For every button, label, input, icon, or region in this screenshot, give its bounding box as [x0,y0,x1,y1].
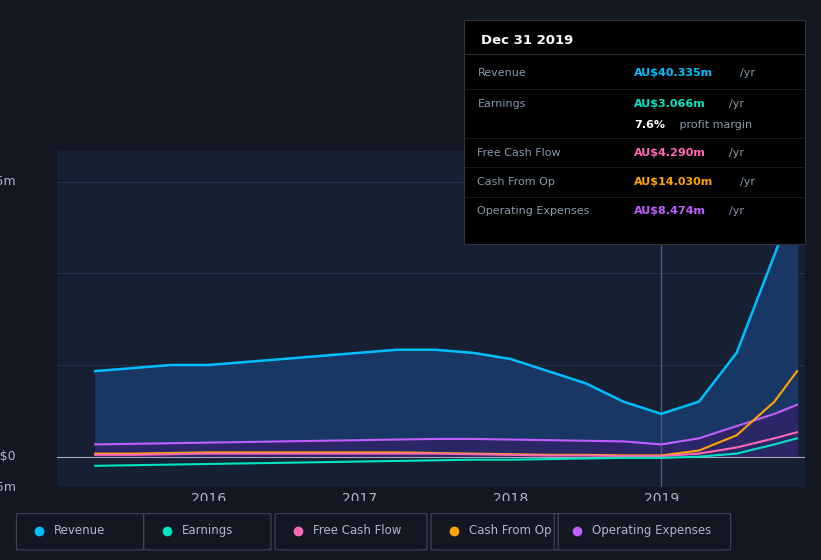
Text: AU$45m: AU$45m [0,175,16,188]
Text: Cash From Op: Cash From Op [478,177,555,187]
Text: /yr: /yr [729,99,745,109]
Text: /yr: /yr [729,206,745,216]
Text: /yr: /yr [740,68,754,78]
Text: Operating Expenses: Operating Expenses [478,206,589,216]
Text: AU$3.066m: AU$3.066m [635,99,706,109]
Text: Cash From Op: Cash From Op [469,524,551,537]
Text: AU$40.335m: AU$40.335m [635,68,713,78]
Text: Earnings: Earnings [181,524,233,537]
Text: AU$4.290m: AU$4.290m [635,148,706,158]
Text: Dec 31 2019: Dec 31 2019 [481,34,573,47]
Text: Earnings: Earnings [478,99,526,109]
Text: Revenue: Revenue [54,524,106,537]
Text: /yr: /yr [740,177,754,187]
Text: AU$0: AU$0 [0,450,16,463]
Text: Free Cash Flow: Free Cash Flow [478,148,561,158]
Text: /yr: /yr [729,148,745,158]
Text: AU$8.474m: AU$8.474m [635,206,706,216]
Text: Operating Expenses: Operating Expenses [592,524,711,537]
Text: profit margin: profit margin [677,120,753,130]
Text: 7.6%: 7.6% [635,120,665,130]
Text: AU$14.030m: AU$14.030m [635,177,713,187]
Text: Revenue: Revenue [478,68,526,78]
Text: -AU$5m: -AU$5m [0,480,16,494]
Text: Free Cash Flow: Free Cash Flow [313,524,401,537]
